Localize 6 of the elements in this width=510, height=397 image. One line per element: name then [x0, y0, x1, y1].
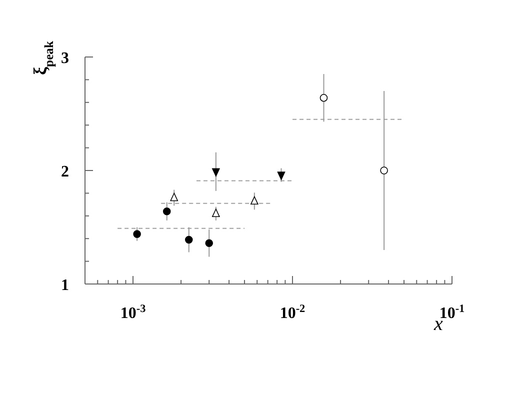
x-tick-label: 10$^{-3}$ — [120, 303, 146, 322]
y-tick-label: 1 — [61, 277, 69, 294]
y-tick-label: 3 — [61, 50, 69, 67]
x-tick-label: 10$^{-1}$ — [439, 303, 466, 322]
x-tick-label: 10$^{-2}$ — [280, 303, 306, 322]
y-tick-label: 2 — [61, 164, 69, 180]
